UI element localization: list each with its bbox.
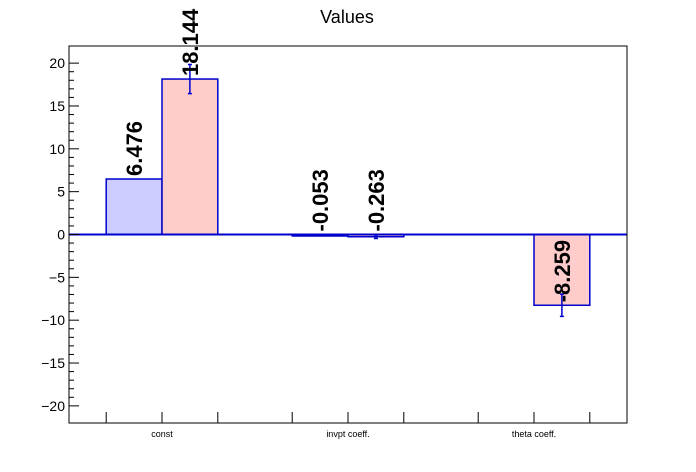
value-label: 18.144 (178, 8, 203, 76)
x-category-label: invpt coeff. (326, 429, 369, 439)
x-category-label: const (151, 429, 173, 439)
y-tick-label: 15 (49, 98, 65, 114)
y-tick-label: 0 (57, 227, 65, 243)
y-tick-label: 10 (49, 141, 65, 157)
y-axis: −20 −15 −10 −5 0 5 10 15 20 (41, 55, 79, 414)
bar-s1-const (161, 78, 219, 236)
y-tick-label: −15 (41, 355, 65, 371)
value-label: -8.259 (550, 240, 575, 302)
value-label: 6.476 (122, 121, 147, 176)
y-tick-label: −10 (41, 312, 65, 328)
plot-frame (68, 45, 628, 424)
value-label: -0.053 (308, 169, 333, 231)
bar-s0-const (105, 178, 163, 236)
x-axis: const invpt coeff. theta coeff. (105, 412, 591, 439)
y-tick-label: 5 (57, 184, 65, 200)
y-tick-label: −20 (41, 398, 65, 414)
value-label: -0.263 (364, 169, 389, 231)
y-tick-label: 20 (49, 55, 65, 71)
x-category-label: theta coeff. (512, 429, 556, 439)
y-tick-label: −5 (49, 269, 65, 285)
chart-title: Values (320, 7, 374, 27)
bars-layer (105, 78, 591, 307)
value-labels-layer: 6.476 -0.053 18.144 -0.263 -8.259 (122, 8, 575, 302)
